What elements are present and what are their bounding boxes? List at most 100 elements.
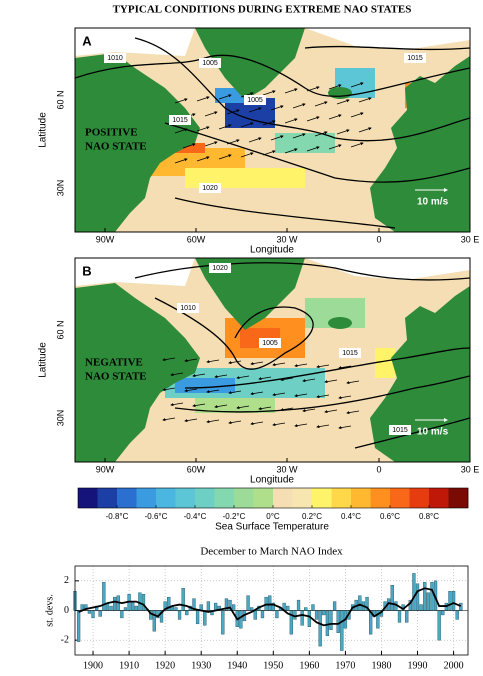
wind-vector: [214, 404, 228, 409]
colorbar-swatch: [273, 488, 293, 508]
wind-vector: [258, 406, 272, 411]
bar: [120, 610, 124, 619]
bar: [448, 591, 452, 611]
bar: [300, 610, 304, 626]
wind-vector: [306, 116, 320, 122]
colorbar-swatch: [312, 488, 332, 508]
colorbar-swatch: [429, 488, 449, 508]
bar: [246, 595, 250, 611]
wind-vector: [226, 139, 240, 145]
wind-vector: [196, 156, 210, 162]
bar: [322, 610, 326, 616]
wind-vector: [162, 357, 176, 362]
lon-label: 30 W: [276, 464, 298, 474]
lon-label: 30 E: [461, 234, 480, 244]
wind-vector: [250, 361, 264, 366]
wind-vector: [228, 360, 242, 365]
wind-vector: [338, 425, 352, 430]
wind-vector: [192, 403, 206, 408]
colorbar-swatch: [292, 488, 313, 508]
wind-vector: [250, 391, 264, 396]
bar: [314, 610, 319, 620]
wind-vector: [170, 372, 184, 377]
wind-vector: [338, 365, 352, 370]
colorbar-tick-label: 0°C: [266, 512, 280, 521]
wind-vector: [174, 128, 188, 134]
wind-vector: [236, 375, 250, 380]
wind-vector: [214, 374, 228, 379]
bar: [437, 610, 441, 641]
x-tick-label: 1900: [83, 660, 103, 671]
wind-vector: [184, 358, 198, 363]
isobar-label: 1020: [212, 265, 228, 272]
isobar: [154, 297, 314, 370]
lat-label: 60 N: [55, 90, 65, 109]
bar: [195, 610, 200, 625]
sst-patch: [275, 133, 335, 153]
isobar: [134, 37, 470, 142]
bar: [177, 610, 182, 620]
state-label: POSITIVE: [85, 127, 138, 139]
isobar-label: 1010: [180, 305, 196, 312]
bar: [390, 585, 394, 611]
bar: [113, 596, 117, 611]
wind-vector: [280, 407, 294, 412]
isobar: [134, 262, 470, 281]
wind-vector: [346, 410, 360, 415]
bar: [451, 591, 456, 611]
isobar-label: 1015: [342, 350, 358, 357]
bar: [415, 583, 420, 611]
isobar-label-box: [169, 115, 191, 125]
isobar: [184, 347, 470, 389]
isobar-label-box: [339, 348, 361, 358]
colorbar-tick-label: -0.4°C: [184, 512, 207, 521]
wind-vector: [294, 423, 308, 428]
wind-vector: [196, 96, 210, 102]
colorbar-swatch: [195, 488, 215, 508]
colorbar-tick-label: 0.6°C: [380, 512, 400, 521]
wind-vector: [250, 421, 264, 426]
wind-vector: [218, 94, 232, 100]
isobar-label-box: [177, 303, 199, 313]
isobar-label-box: [199, 183, 221, 193]
lat-label: 60 N: [55, 320, 65, 339]
sst-patch: [175, 378, 235, 393]
x-tick-label: 1930: [191, 660, 211, 671]
isobar: [164, 122, 470, 183]
plot-frame: [74, 565, 469, 656]
colorbar-tick-label: 0.4°C: [341, 512, 361, 521]
bar: [203, 610, 207, 626]
bar: [87, 610, 92, 614]
colorbar-swatch: [97, 488, 118, 508]
x-tick-label: 1980: [371, 660, 391, 671]
state-label: NAO STATE: [85, 141, 147, 153]
wind-vector: [272, 422, 286, 427]
colorbar-swatch: [253, 488, 274, 508]
isobar: [174, 197, 396, 229]
bar: [185, 610, 189, 616]
scale-label: 10 m/s: [417, 197, 449, 208]
isobar-label-box: [404, 53, 426, 63]
x-tick-label: 1910: [119, 660, 139, 671]
wind-vector: [306, 86, 320, 92]
isobar-label-box: [389, 425, 411, 435]
wind-vector: [262, 90, 276, 96]
bar: [329, 610, 333, 630]
bar: [430, 582, 434, 611]
sst-patch: [375, 348, 395, 378]
panel-letter: B: [82, 263, 91, 278]
wind-vector: [174, 158, 188, 164]
x-tick-label: 1970: [335, 660, 355, 671]
wind-vector: [292, 133, 306, 139]
wind-vector: [338, 395, 352, 400]
wind-vector: [162, 417, 176, 422]
lon-label: 60W: [187, 234, 206, 244]
wind-vector: [162, 387, 176, 392]
colorbar-swatch: [214, 488, 235, 508]
map-frame: [74, 27, 471, 233]
bar: [221, 610, 225, 635]
x-axis-label: Longitude: [250, 475, 294, 486]
bar: [340, 610, 344, 651]
map-frame: [74, 257, 471, 463]
bar: [296, 599, 301, 611]
